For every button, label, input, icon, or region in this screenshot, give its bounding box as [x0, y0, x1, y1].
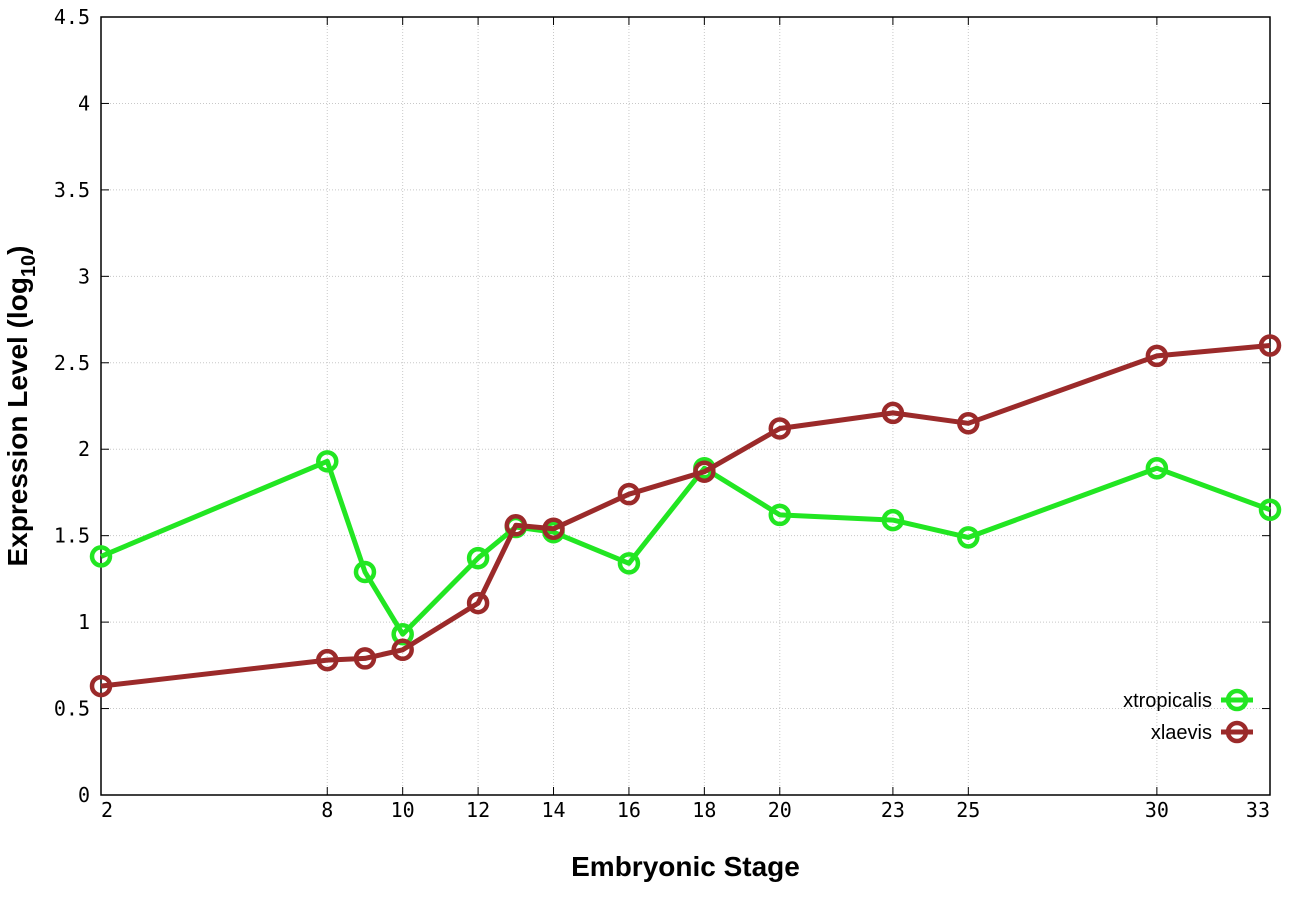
- data-point: [316, 450, 339, 473]
- data-point: [353, 560, 377, 584]
- series-xtropicalis: [89, 450, 1282, 646]
- data-point: [693, 460, 716, 483]
- x-tick-label: 33: [1246, 798, 1270, 822]
- data-point: [466, 591, 490, 615]
- y-axis-title-close: ): [2, 246, 33, 255]
- x-tick-label: 16: [617, 798, 641, 822]
- x-tick-label: 25: [956, 798, 980, 822]
- data-point: [1145, 456, 1169, 480]
- data-point: [391, 638, 414, 662]
- x-tick-label: 20: [768, 798, 792, 822]
- data-point: [1258, 334, 1282, 357]
- series-line: [100, 343, 1271, 689]
- x-tick-label: 12: [466, 798, 490, 822]
- data-point: [391, 622, 414, 646]
- data-point: [1145, 344, 1169, 368]
- y-tick-label: 0.5: [54, 697, 90, 721]
- y-tick-label: 1.5: [54, 524, 90, 548]
- data-point: [89, 674, 113, 698]
- x-tick-label: 18: [692, 798, 716, 822]
- x-tick-label: 14: [541, 798, 565, 822]
- series-line: [100, 458, 1271, 637]
- y-tick-label: 1: [78, 610, 90, 634]
- data-point: [957, 526, 980, 549]
- x-tick-label: 10: [391, 798, 415, 822]
- y-tick-label: 0: [78, 783, 90, 807]
- data-point: [768, 417, 792, 440]
- y-axis-title-main: Expression Level (log: [2, 277, 33, 566]
- data-point: [957, 412, 980, 435]
- data-point: [617, 552, 641, 575]
- data-point: [881, 401, 905, 425]
- x-tick-label: 8: [321, 798, 333, 822]
- series-layer: [89, 334, 1282, 698]
- x-tick-label: 30: [1145, 798, 1169, 822]
- x-tick-label: 23: [881, 798, 905, 822]
- legend-item: xtropicalis: [1123, 688, 1253, 712]
- series-xlaevis: [89, 334, 1282, 698]
- data-point: [768, 503, 792, 527]
- y-tick-label: 3: [78, 264, 90, 288]
- x-tick-label: 2: [101, 798, 113, 822]
- legend-swatch-marker: [1225, 720, 1249, 744]
- y-tick-label: 3.5: [54, 178, 90, 202]
- y-tick-label: 4: [78, 91, 90, 115]
- data-point: [1258, 498, 1282, 521]
- axis-ticks: 0 0.5 1 1.5 2 2.5 3 3.5 4 4.5 2 8 10 12 14 16 18 20 23 25 30…: [54, 5, 1271, 822]
- legend-swatch-marker: [1225, 688, 1249, 712]
- y-axis-title-subscript: 10: [18, 255, 40, 277]
- legend-label: xtropicalis: [1123, 690, 1212, 712]
- data-point: [542, 517, 565, 541]
- data-point: [881, 508, 905, 532]
- y-tick-label: 2: [78, 437, 90, 461]
- data-point: [617, 482, 641, 506]
- grid: [101, 17, 1270, 795]
- y-tick-label: 4.5: [54, 5, 90, 29]
- plot-frame: [100, 16, 1271, 796]
- legend: xtropicalis xlaevis: [1123, 688, 1253, 744]
- data-point: [466, 546, 490, 570]
- data-point: [316, 648, 339, 672]
- y-axis-title: Expression Level (log10): [2, 246, 40, 567]
- x-axis-title: Embryonic Stage: [571, 851, 800, 882]
- data-point: [504, 514, 528, 537]
- data-point: [89, 545, 113, 568]
- legend-item: xlaevis: [1151, 720, 1253, 744]
- y-tick-label: 2.5: [54, 351, 90, 375]
- data-point: [353, 647, 377, 670]
- legend-label: xlaevis: [1151, 722, 1212, 744]
